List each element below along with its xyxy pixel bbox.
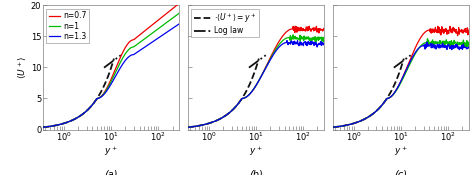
Y-axis label: $\langle U^+\rangle$: $\langle U^+\rangle$ xyxy=(16,56,28,79)
X-axis label: $y^+$: $y^+$ xyxy=(249,145,263,158)
X-axis label: $y^+$: $y^+$ xyxy=(394,145,408,158)
Text: (b): (b) xyxy=(249,169,263,175)
X-axis label: $y^+$: $y^+$ xyxy=(104,145,118,158)
Legend: $\cdot \langle U^+\rangle = y^+$, Log law: $\cdot \langle U^+\rangle = y^+$, Log la… xyxy=(191,9,259,37)
Legend: n=0.7, n=1, n=1.3: n=0.7, n=1, n=1.3 xyxy=(46,9,89,43)
Text: (c): (c) xyxy=(394,169,407,175)
Text: (a): (a) xyxy=(104,169,118,175)
